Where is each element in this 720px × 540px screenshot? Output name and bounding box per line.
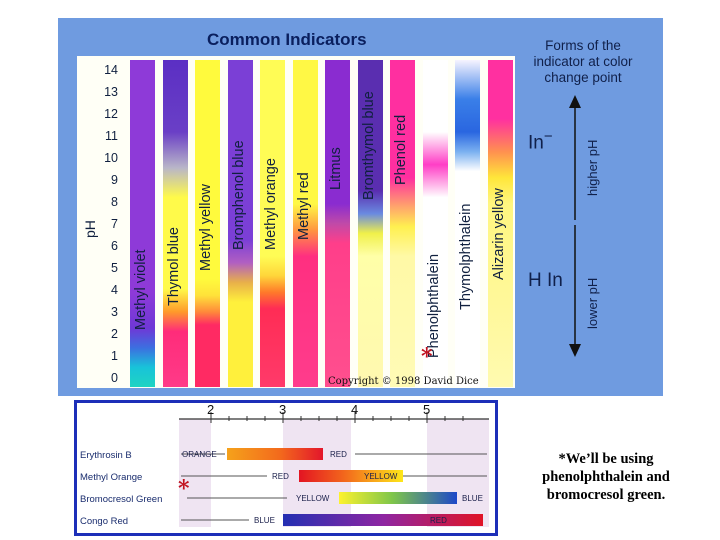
y-tick-label: 7 [111, 217, 118, 231]
asterisk-mark: * [421, 344, 433, 370]
scale-tick-label: 5 [423, 402, 431, 417]
indicator-label: Phenol red [393, 114, 409, 185]
note-text: *We’ll be using phenolphthalein and brom… [542, 451, 670, 503]
indicator-column [325, 60, 350, 387]
erythrosin-left-color: ORANGE [182, 450, 217, 459]
indicator-label: Alizarin yellow [490, 188, 507, 280]
up-arrow-head [569, 95, 581, 108]
mo-gradient-bar [299, 470, 403, 482]
indicator-column [455, 60, 480, 387]
indicator-column [162, 60, 188, 387]
indicator-column [260, 60, 285, 387]
y-tick-label: 14 [104, 63, 118, 77]
indicator-column [130, 60, 155, 387]
bromocresol-left-color: YELLOW [296, 494, 330, 503]
row-label-bromocresol-green: Bromocresol Green [80, 494, 163, 505]
in-minus-label: In− [528, 128, 553, 154]
methyl-orange-left-color: RED [272, 472, 289, 481]
y-tick-label: 1 [111, 349, 118, 363]
erythrosin-right-color: RED [330, 450, 347, 459]
indicator-column [292, 60, 318, 387]
indicator-label: Methyl red [295, 172, 312, 240]
ph-arrows [569, 95, 581, 357]
indicator-label: Bromthymol blue [360, 91, 377, 200]
band-3 [427, 419, 489, 527]
indicator-column [227, 60, 253, 387]
chart-title: Common Indicators [207, 30, 367, 49]
indicator-label: Phenolphthalein [425, 253, 442, 358]
down-arrow-head [569, 344, 581, 357]
row-label-congo-red: Congo Red [80, 516, 129, 527]
congo-right-color: RED [430, 516, 447, 525]
methyl-orange-right-color: YELLOW [364, 472, 398, 481]
y-tick-label: 8 [111, 195, 118, 209]
indicator-label: Methyl yellow [198, 183, 214, 271]
indicator-label: Methyl violet [133, 249, 149, 330]
congo-left-color: BLUE [254, 516, 275, 525]
indicator-column [357, 60, 383, 387]
scale-tick-label: 2 [207, 402, 215, 417]
indicator-column [422, 60, 448, 387]
scale-tick-label: 3 [279, 402, 287, 417]
y-tick-label: 12 [104, 107, 118, 121]
y-tick-label: 11 [105, 129, 118, 143]
y-tick-label: 3 [111, 305, 118, 319]
y-tick-label: 2 [111, 327, 118, 341]
copyright: Copyright © 1998 David Dice [328, 376, 479, 387]
indicator-label: Methyl orange [263, 158, 279, 250]
y-tick-label: 10 [104, 151, 118, 165]
cr-gradient-bar [283, 514, 483, 526]
row-label-erythrosin-b: Erythrosin B [80, 450, 132, 461]
indicator-label: Thymolphthalein [458, 203, 474, 310]
h-in-label: H In [528, 270, 563, 291]
in-minus-text: In [528, 132, 544, 154]
scale-ticks [210, 412, 464, 423]
forms-label: Forms of the indicator at color change p… [533, 38, 633, 85]
y-tick-label: 5 [111, 261, 118, 275]
asterisk-mark: * [178, 476, 190, 502]
indicator-column [487, 60, 513, 387]
in-minus-superscript: − [543, 128, 553, 145]
y-tick-label: 4 [111, 283, 118, 297]
indicator-label: Litmus [328, 147, 344, 190]
y-tick-label: 13 [104, 85, 118, 99]
band-1 [179, 419, 211, 527]
y-tick-label: 6 [111, 239, 118, 253]
indicator-label: Thymol blue [165, 227, 182, 306]
scale-tick-label: 4 [351, 402, 359, 417]
bcg-gradient-bar [339, 492, 457, 504]
row-label-methyl-orange: Methyl Orange [80, 472, 143, 483]
indicator-column [195, 60, 220, 387]
indicator-column [390, 60, 415, 387]
indicator-label: Bromphenol blue [230, 140, 247, 250]
transition-table-graphic [179, 412, 489, 527]
y-tick-label: 0 [111, 371, 118, 385]
ery-gradient-bar [227, 448, 323, 460]
y-tick-label: 9 [111, 173, 118, 187]
bromocresol-right-color: BLUE [462, 494, 483, 503]
